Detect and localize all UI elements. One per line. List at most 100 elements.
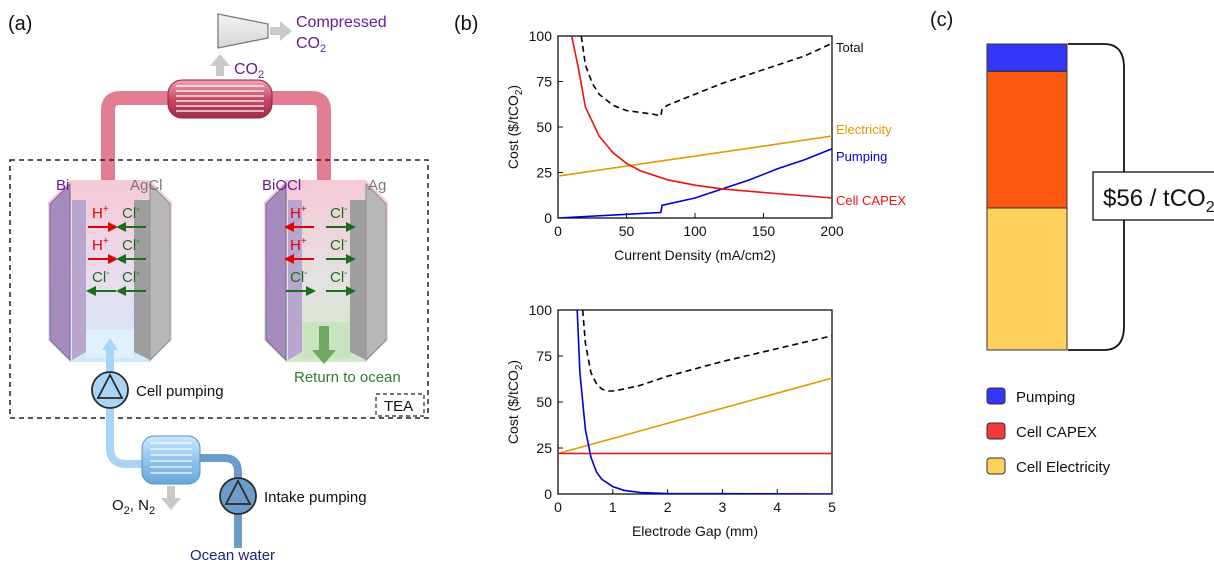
x-tick-label: 200 bbox=[820, 223, 844, 239]
tea-boundary-box bbox=[9, 159, 429, 419]
x-tick-label: 100 bbox=[683, 223, 707, 239]
o2-n2-arrow-icon bbox=[161, 486, 181, 510]
x-tick-label: 150 bbox=[752, 223, 776, 239]
x-tick-label: 0 bbox=[554, 223, 562, 239]
o2-n2-label: O2, N2 bbox=[112, 497, 155, 517]
x-tick-label: 0 bbox=[554, 499, 562, 515]
ion-label: Cl- bbox=[290, 268, 308, 286]
ion-label: H+ bbox=[290, 204, 307, 222]
total-cost-label: $56 / tCO2 bbox=[1103, 185, 1214, 216]
x-tick-label: 5 bbox=[828, 499, 836, 515]
stack-segment-cell-capex bbox=[986, 70, 1068, 209]
stack-segment-cell-electricity bbox=[986, 207, 1068, 351]
y-axis-title: Cost ($/tCO2) bbox=[505, 85, 525, 169]
left-cathode-label: AgCl bbox=[130, 177, 163, 194]
return-arrow-icon bbox=[312, 326, 336, 364]
return-to-ocean-label: Return to ocean bbox=[294, 369, 401, 386]
series-line-total bbox=[580, 36, 832, 118]
y-tick-label: 75 bbox=[536, 348, 552, 364]
compressed-co2-label: Compressed bbox=[296, 14, 387, 31]
left-anode-label: Bi bbox=[56, 177, 69, 194]
x-axis-title: Current Density (mA/cm2) bbox=[614, 247, 776, 263]
x-tick-label: 4 bbox=[773, 499, 781, 515]
stacked-bar-chart bbox=[986, 43, 1068, 351]
ion-label: Cl- bbox=[122, 204, 140, 222]
x-tick-label: 1 bbox=[609, 499, 617, 515]
pipe-blue-bottom bbox=[106, 447, 144, 468]
legend-c: Pumping Cell CAPEX Cell Electricity bbox=[986, 387, 1111, 476]
plot-frame bbox=[557, 35, 833, 219]
chart-current-density: 0 50 100 150 200 0 25 50 75 100 Current Density (m… bbox=[505, 28, 906, 263]
series-line-cell-capex bbox=[570, 36, 832, 199]
pipe-pink-left bbox=[101, 91, 168, 190]
pipe-pink-right bbox=[272, 91, 331, 182]
heat-exchanger-icon bbox=[167, 79, 273, 119]
y-tick-label: 0 bbox=[544, 486, 552, 502]
y-tick-label: 75 bbox=[536, 74, 552, 90]
y-tick-label: 50 bbox=[536, 119, 552, 135]
ion-label: Cl- bbox=[330, 268, 348, 286]
tea-label-box bbox=[375, 393, 425, 417]
legend-swatch bbox=[986, 457, 1006, 475]
y-tick-label: 100 bbox=[529, 28, 553, 44]
series-label: Pumping bbox=[836, 149, 887, 164]
series-line-0 bbox=[581, 310, 832, 392]
y-tick-label: 100 bbox=[529, 302, 553, 318]
intake-heat-exchanger-icon bbox=[141, 435, 201, 485]
ion-label: H+ bbox=[290, 236, 307, 254]
total-label-box bbox=[1092, 171, 1214, 221]
y-tick-label: 25 bbox=[536, 165, 552, 181]
right-cathode-label: Ag bbox=[368, 177, 386, 194]
ion-label: H+ bbox=[92, 204, 109, 222]
ion-label: H+ bbox=[92, 236, 109, 254]
x-tick-label: 50 bbox=[619, 223, 635, 239]
series-line-pumping bbox=[558, 148, 832, 218]
intake-pump-icon bbox=[219, 477, 257, 515]
series-line-3 bbox=[576, 310, 832, 494]
legend-label: Cell Electricity bbox=[1016, 459, 1111, 476]
series-line-1 bbox=[558, 377, 832, 455]
ion-label: Cl- bbox=[122, 236, 140, 254]
right-cell-ions: H+ Cl- H+ Cl- Cl- Cl- bbox=[284, 204, 356, 296]
co2-arrow-icon bbox=[210, 54, 230, 76]
ion-label: Cl- bbox=[330, 204, 348, 222]
legend-swatch bbox=[986, 422, 1006, 440]
plot-frame bbox=[557, 309, 833, 495]
x-tick-label: 2 bbox=[664, 499, 672, 515]
panel-label-b: (b) bbox=[454, 13, 478, 35]
ocean-water-label: Ocean water bbox=[190, 547, 275, 564]
series-label: Cell CAPEX bbox=[836, 193, 906, 208]
legend-label: Cell CAPEX bbox=[1016, 424, 1097, 441]
tea-label: TEA bbox=[384, 398, 413, 415]
y-tick-label: 0 bbox=[544, 210, 552, 226]
cell-pumping-label: Cell pumping bbox=[136, 383, 224, 400]
compressed-co2-label-2: CO2 bbox=[296, 35, 326, 55]
panel-label-c: (c) bbox=[930, 9, 953, 31]
series-label: Total bbox=[836, 40, 864, 55]
intake-pumping-label: Intake pumping bbox=[264, 489, 367, 506]
pipe-blue-intake bbox=[198, 454, 242, 548]
series-line-electricity bbox=[558, 135, 832, 177]
ion-label: Cl- bbox=[92, 268, 110, 286]
right-anode-label: BiOCl bbox=[262, 177, 301, 194]
panel-a-diagram: (a) CO2 bbox=[8, 13, 429, 564]
left-cell bbox=[48, 180, 172, 362]
legend-swatch bbox=[986, 387, 1006, 405]
y-tick-label: 50 bbox=[536, 394, 552, 410]
ion-label: Cl- bbox=[122, 268, 140, 286]
compressor-icon bbox=[217, 13, 269, 49]
y-tick-label: 25 bbox=[536, 440, 552, 456]
cell-pump-icon bbox=[91, 371, 129, 409]
stack-segment-pumping bbox=[986, 43, 1068, 72]
right-cell bbox=[264, 180, 388, 362]
y-axis-title: Cost ($/tCO2) bbox=[505, 360, 525, 444]
ion-label: Cl- bbox=[330, 236, 348, 254]
pipe-blue-arrowhead bbox=[102, 338, 118, 350]
compressed-arrow-icon bbox=[270, 21, 292, 41]
co2-label: CO2 bbox=[234, 61, 264, 81]
panel-label-a: (a) bbox=[8, 13, 32, 35]
legend-label: Pumping bbox=[1016, 389, 1075, 406]
series-label: Electricity bbox=[836, 122, 892, 137]
